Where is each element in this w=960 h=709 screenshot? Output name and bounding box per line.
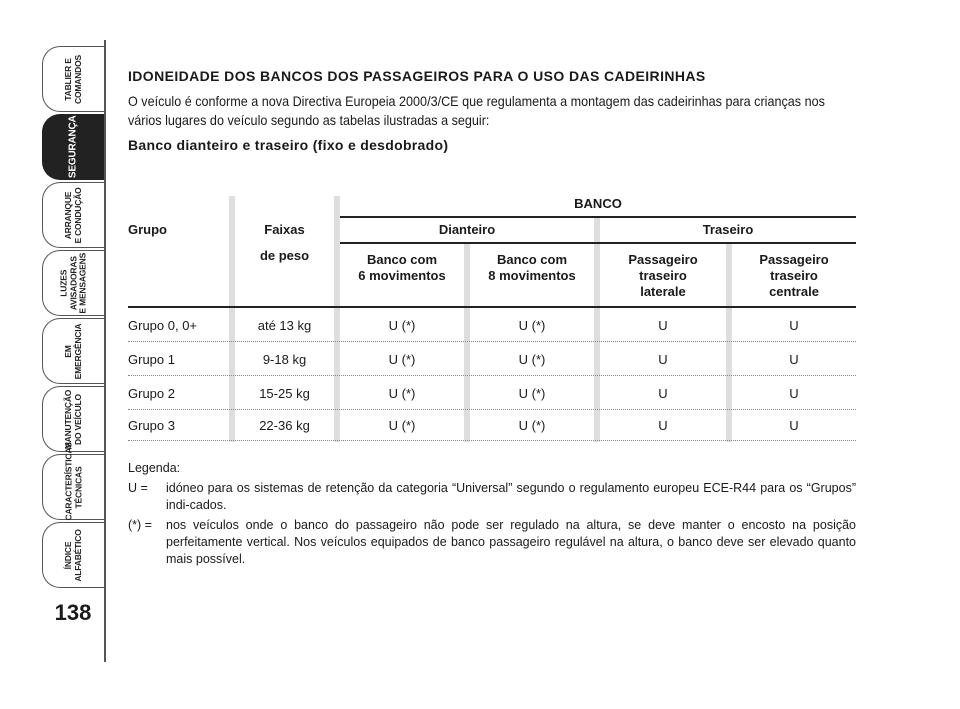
tab-luzes-avisadoras[interactable]: LUZES AVISADORAS E MENSAGENS (42, 250, 104, 316)
table-cell: U (658, 318, 668, 333)
table-cell: U (*) (388, 352, 416, 367)
header-col4: Passageiro traseiro centrale (759, 252, 829, 299)
column-divider (594, 218, 600, 442)
table-cell: U (*) (388, 418, 416, 433)
table-cell: U (*) (518, 386, 546, 401)
section-subtitle: Banco dianteiro e traseiro (fixo e desdo… (128, 137, 449, 153)
header-rule (340, 242, 856, 244)
header-col3: Passageiro traseiro laterale (628, 252, 698, 299)
header-de-peso: de peso (259, 248, 310, 263)
table-cell: Grupo 2 (128, 386, 175, 401)
legend-key: (*) = (128, 518, 152, 532)
table-cell: Grupo 1 (128, 352, 175, 367)
legend-text: idóneo para os sistemas de retenção da c… (166, 481, 856, 512)
table-cell: 22-36 kg (259, 418, 310, 433)
table-cell: U (789, 352, 799, 367)
page-title: IDONEIDADE DOS BANCOS DOS PASSAGEIROS PA… (128, 68, 706, 84)
tab-manutencao[interactable]: MANUTENÇÃO DO VEÍCULO (42, 386, 104, 452)
tab-label: MANUTENÇÃO DO VEÍCULO (63, 389, 83, 449)
legend-key: U = (128, 481, 148, 495)
tab-label: EM EMERGÊNCIA (63, 323, 83, 379)
table-cell: 15-25 kg (259, 386, 310, 401)
tab-tablier-comandos[interactable]: TABLIER E COMANDOS (42, 46, 104, 112)
table-body-rule (128, 306, 856, 308)
tab-label: ARRANQUE E CONDUÇÃO (63, 186, 83, 244)
tab-arranque-conducao[interactable]: ARRANQUE E CONDUÇÃO (42, 182, 104, 248)
header-col1: Banco com 6 movimentos (358, 252, 446, 283)
legend-item-u: U = idóneo para os sistemas de retenção … (128, 480, 856, 514)
page-number: 138 (54, 600, 92, 625)
tab-label: ÍNDICE ALFABÉTICO (63, 528, 83, 582)
header-traseiro: Traseiro (702, 222, 754, 237)
column-divider (464, 244, 470, 442)
header-rule (340, 216, 856, 218)
sidebar: TABLIER E COMANDOS SEGURANÇA ARRANQUE E … (42, 46, 104, 590)
seat-suitability-table: BANCO Grupo Faixas de peso Dianteiro Tra… (128, 190, 856, 442)
header-banco: BANCO (574, 196, 622, 211)
header-grupo: Grupo (128, 222, 167, 237)
table-cell: U (658, 386, 668, 401)
table-cell: U (*) (388, 318, 416, 333)
legend-title: Legenda: (128, 461, 181, 475)
legend: Legenda: U = idóneo para os sistemas de … (128, 460, 856, 568)
table-cell: Grupo 3 (128, 418, 175, 433)
tab-caracteristicas[interactable]: CARACTERÍSTICAS TÉCNICAS (42, 441, 104, 520)
table-cell: 9-18 kg (262, 352, 307, 367)
header-col2: Banco com 8 movimentos (488, 252, 576, 283)
table-cell: Grupo 0, 0+ (128, 318, 198, 333)
table-cell: U (*) (518, 418, 546, 433)
tab-label: CARACTERÍSTICAS TÉCNICAS (63, 441, 83, 520)
header-faixas: Faixas (264, 222, 305, 237)
table-cell: U (658, 352, 668, 367)
legend-item-star: (*) = nos veículos onde o banco do passa… (128, 517, 856, 568)
table-cell: U (789, 386, 799, 401)
legend-text: nos veículos onde o banco do passageiro … (166, 518, 856, 566)
tab-label: SEGURANÇA (67, 115, 79, 179)
tab-label: TABLIER E COMANDOS (63, 54, 83, 104)
table-cell: U (789, 418, 799, 433)
column-divider (334, 196, 340, 442)
sidebar-divider (104, 40, 106, 662)
row-separator (128, 375, 856, 376)
table-cell: U (658, 418, 668, 433)
header-dianteiro: Dianteiro (438, 222, 496, 237)
table-cell: U (*) (518, 352, 546, 367)
tab-seguranca[interactable]: SEGURANÇA (42, 114, 104, 180)
tab-label: LUZES AVISADORAS E MENSAGENS (58, 252, 88, 314)
tab-em-emergencia[interactable]: EM EMERGÊNCIA (42, 318, 104, 384)
intro-paragraph: O veículo é conforme a nova Directiva Eu… (128, 93, 825, 128)
column-divider (726, 244, 732, 442)
row-separator (128, 409, 856, 410)
table-cell: U (*) (518, 318, 546, 333)
column-divider (229, 196, 235, 442)
main-content: IDONEIDADE DOS BANCOS DOS PASSAGEIROS PA… (128, 68, 856, 153)
table-cell: até 13 kg (257, 318, 312, 333)
table-cell: U (*) (388, 386, 416, 401)
row-separator (128, 341, 856, 342)
table-cell: U (789, 318, 799, 333)
row-separator (128, 440, 856, 441)
tab-indice[interactable]: ÍNDICE ALFABÉTICO (42, 522, 104, 588)
